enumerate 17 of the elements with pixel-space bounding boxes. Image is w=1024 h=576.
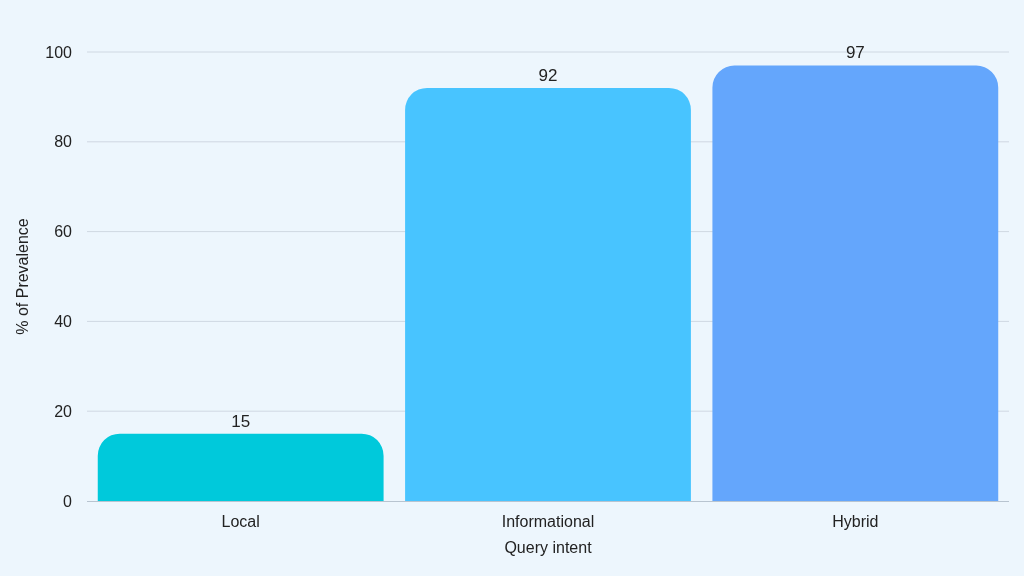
bar <box>405 87 691 501</box>
y-axis-title: % of Prevalence <box>14 218 32 335</box>
y-tick-label: 20 <box>54 402 73 420</box>
y-tick-label: 60 <box>54 223 73 241</box>
x-axis-title: Query intent <box>504 538 593 556</box>
y-tick-label: 80 <box>54 133 73 151</box>
x-tick-label: Local <box>221 513 260 531</box>
y-tick-label: 40 <box>54 313 73 330</box>
data-label: 97 <box>845 43 865 63</box>
y-tick-label: 0 <box>63 492 73 510</box>
bar <box>712 65 999 501</box>
data-label: 15 <box>231 411 251 431</box>
data-label: 92 <box>538 65 558 85</box>
bar <box>97 433 384 501</box>
x-tick-label: Hybrid <box>832 513 879 531</box>
y-tick-label: 100 <box>45 43 73 61</box>
x-tick-label: Informational <box>501 513 595 531</box>
